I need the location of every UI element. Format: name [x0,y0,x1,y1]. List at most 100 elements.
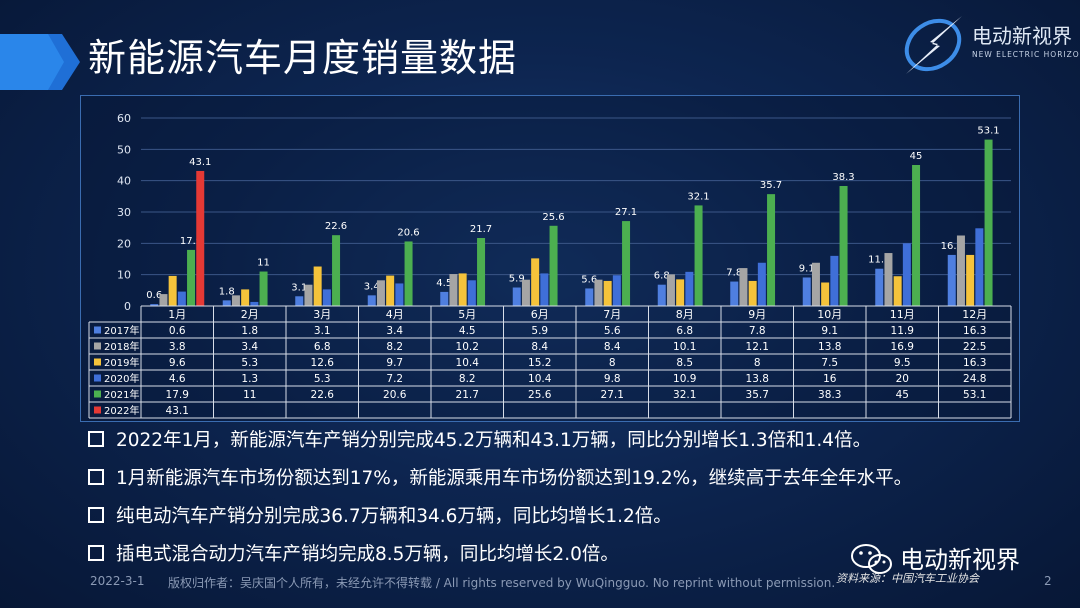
table-cell: 10.4 [528,373,552,385]
category-label: 12月 [962,308,987,321]
brand-logo: 电动新视界 NEW ELECTRIC HORIZON [900,12,1080,82]
bar-2018年 [956,235,965,306]
table-cell: 0.6 [169,325,186,337]
bullet-item: 2022年1月，新能源汽车产销分别完成45.2万辆和43.1万辆，同比分别增长1… [88,424,912,462]
bar-2020年 [612,275,621,306]
bar-2017年 [367,295,376,306]
logo-subtitle: NEW ELECTRIC HORIZON [972,50,1080,59]
table-cell: 3.1 [314,325,331,337]
bar-2020年 [250,301,259,306]
bar-2017年 [947,254,956,306]
data-label: 5.6 [581,274,597,285]
bar-2019年 [313,266,322,306]
data-label: 3.4 [364,281,380,292]
table-cell: 5.6 [604,325,621,337]
bar-2019年 [531,258,540,306]
category-label: 3月 [313,308,331,321]
bar-2020年 [395,283,404,306]
legend-swatch-2020年 [94,374,101,382]
table-cell: 13.8 [818,341,841,353]
y-tick-label: 30 [117,206,131,219]
bar-2018年 [594,279,603,306]
bar-2019年 [966,254,975,306]
table-cell: 16.3 [963,357,986,369]
bar-2017年 [512,287,521,306]
table-cell: 10.2 [456,341,479,353]
bar-2021年 [839,185,848,306]
bar-2020年 [685,271,694,306]
checkbox-bullet-icon [88,431,104,447]
table-cell: 3.8 [169,341,186,353]
checkbox-bullet-icon [88,469,104,485]
bullet-item: 纯电动汽车产销分别完成36.7万辆和34.6万辆，同比均增长1.2倍。 [88,500,912,538]
legend-label: 2018年 [104,340,139,353]
bar-2018年 [739,268,748,306]
bar-2019年 [603,280,612,306]
data-label: 1.8 [219,286,235,297]
legend-label: 2017年 [104,324,139,337]
table-cell: 5.3 [314,373,331,385]
legend-swatch-2017年 [94,326,101,334]
category-label: 10月 [817,308,842,321]
data-label: 7.8 [726,268,742,279]
data-label: 45 [910,151,923,162]
category-label: 4月 [386,308,404,321]
table-cell: 22.6 [311,389,335,401]
wechat-icon [851,544,892,574]
data-label: 9.1 [799,263,815,274]
category-label: 5月 [458,308,476,321]
bar-2021年 [332,235,341,306]
data-label: 4.5 [436,278,452,289]
table-cell: 38.3 [818,389,841,401]
bar-2018年 [449,274,458,306]
table-cell: 7.2 [386,373,403,385]
bar-2017年 [440,291,449,306]
table-cell: 32.1 [673,389,696,401]
checkbox-bullet-icon [88,545,104,561]
bar-2021年 [477,238,486,306]
data-label: 11.9 [868,255,890,266]
bar-2020年 [757,262,766,306]
bar-2017年 [295,296,304,306]
y-tick-label: 10 [117,269,131,282]
bullet-item: 插电式混合动力汽车产销均完成8.5万辆，同比均增长2.0倍。 [88,538,912,576]
table-cell: 25.6 [528,389,552,401]
data-label: 0.6 [146,290,162,301]
table-cell: 12.6 [311,357,335,369]
table-cell: 24.8 [963,373,986,385]
bullet-text: 插电式混合动力汽车产销均完成8.5万辆，同比均增长2.0倍。 [116,544,619,565]
data-label: 17.9 [180,236,202,247]
data-label: 32.1 [687,191,709,202]
legend-label: 2020年 [104,372,139,385]
category-label: 11月 [890,308,915,321]
bar-2018年 [376,280,385,306]
data-label: 25.6 [542,212,564,223]
bar-2017年 [657,284,666,306]
data-label: 38.3 [832,172,854,183]
table-cell: 22.5 [963,341,986,353]
table-cell: 20.6 [383,389,407,401]
legend-swatch-2022年 [94,406,101,414]
bar-2018年 [304,284,313,306]
bar-2019年 [821,282,830,306]
bar-2021年 [984,139,993,306]
bar-2020年 [975,228,984,306]
table-cell: 8 [754,357,761,369]
bar-2018年 [811,262,820,306]
table-cell: 9.6 [169,357,186,369]
legend-label: 2021年 [104,388,139,401]
bar-2020年 [322,289,331,306]
footer-copyright: 版权归作者：吴庆国个人所有，未经允许不得转载 / All rights rese… [168,576,836,590]
bar-2019年 [386,275,395,306]
data-label: 6.8 [654,271,670,282]
data-label: 11 [257,258,270,269]
table-cell: 4.6 [169,373,186,385]
bar-2018年 [159,294,168,306]
legend-swatch-2018年 [94,342,101,350]
table-cell: 21.7 [456,389,479,401]
table-cell: 8.4 [531,341,548,353]
bar-2021年 [622,221,631,306]
bar-2022年 [196,170,205,306]
bullet-list: 2022年1月，新能源汽车产销分别完成45.2万辆和43.1万辆，同比分别增长1… [88,424,912,576]
table-cell: 5.3 [241,357,258,369]
